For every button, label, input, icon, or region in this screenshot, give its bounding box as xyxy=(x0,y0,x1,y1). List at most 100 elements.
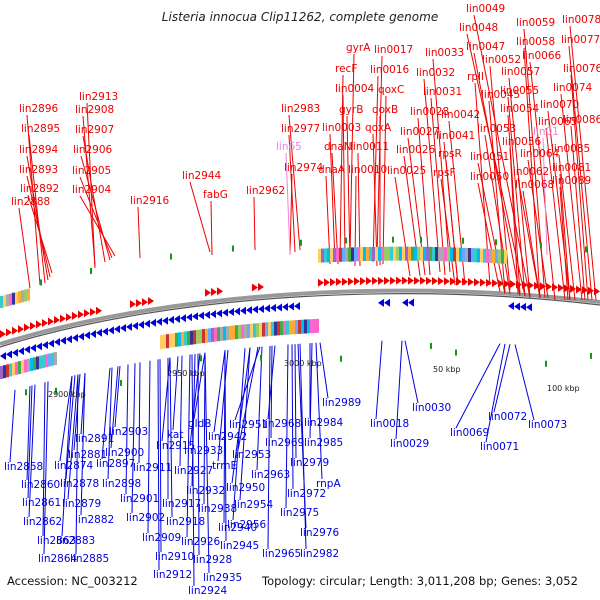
forward-gene-arrow xyxy=(342,277,348,286)
feature-block xyxy=(372,246,375,261)
marker-tick xyxy=(545,360,547,367)
forward-gene-arrow xyxy=(426,276,432,285)
label-leader xyxy=(147,360,151,534)
forward-gene-arrow xyxy=(552,283,558,292)
reverse-gene-arrow xyxy=(288,302,294,311)
feature-block xyxy=(250,323,253,338)
gene-label: lin0069 xyxy=(450,427,489,439)
label-leader xyxy=(137,206,141,259)
gene-label: gyrB xyxy=(339,104,363,116)
gene-label: lin2897 xyxy=(96,458,135,470)
forward-gene-arrow xyxy=(6,328,12,337)
gene-label: lin2974 xyxy=(284,162,324,174)
feature-block xyxy=(423,246,426,261)
label-leader xyxy=(224,350,227,542)
gene-label: lin2874 xyxy=(54,460,94,472)
feature-block xyxy=(45,354,48,368)
gene-label: lin0062 xyxy=(510,166,549,178)
label-leader xyxy=(485,343,506,443)
reverse-gene-arrow xyxy=(252,305,258,314)
gene-label: lin2858 xyxy=(4,461,43,473)
feature-block xyxy=(274,321,277,336)
feature-block xyxy=(220,326,223,341)
reverse-gene-arrow xyxy=(282,302,288,311)
forward-gene-arrow xyxy=(205,288,211,297)
label-leader xyxy=(440,178,456,286)
forward-gene-arrow xyxy=(588,286,594,295)
gene-feature-blocks xyxy=(0,246,507,379)
gene-label: lin2926 xyxy=(181,536,221,548)
feature-block xyxy=(229,325,232,340)
feature-block xyxy=(339,247,342,262)
feature-block xyxy=(217,327,220,342)
label-leader xyxy=(432,58,451,273)
reverse-gene-arrow xyxy=(210,310,216,319)
label-leader xyxy=(477,182,501,293)
forward-gene-arrow xyxy=(396,276,402,285)
reverse-gene-arrow xyxy=(90,329,96,338)
forward-gene-arrow xyxy=(504,279,510,288)
marker-tick xyxy=(200,355,202,362)
gene-label: lin2900 xyxy=(105,447,144,459)
feature-block xyxy=(36,356,39,370)
feature-block xyxy=(262,322,265,337)
label-leader xyxy=(237,346,259,451)
gene-label: lin2888 xyxy=(11,196,50,208)
reverse-gene-arrow xyxy=(12,348,18,357)
label-leader xyxy=(159,359,162,553)
label-leader xyxy=(179,355,183,467)
gene-label: lin0052 xyxy=(482,54,521,66)
feature-block xyxy=(226,326,229,341)
forward-gene-arrow xyxy=(402,276,408,285)
feature-block xyxy=(381,246,384,261)
label-leader xyxy=(514,344,535,421)
label-leader xyxy=(329,133,336,263)
gene-label: fabG xyxy=(203,189,228,201)
label-leader xyxy=(288,114,301,251)
feature-block xyxy=(193,330,196,345)
label-leader xyxy=(213,350,226,433)
forward-gene-arrow xyxy=(217,287,223,296)
label-leader xyxy=(26,114,41,286)
gene-label: lin0051 xyxy=(470,151,509,163)
feature-block xyxy=(208,328,211,343)
reverse-gene-arrow xyxy=(36,342,42,351)
feature-block xyxy=(232,325,235,340)
feature-block xyxy=(24,289,27,302)
label-leader xyxy=(570,74,589,301)
reverse-gene-arrow xyxy=(114,325,120,334)
forward-gene-arrow xyxy=(462,277,468,286)
gene-label: lin2968 xyxy=(262,418,301,430)
gene-label: lin2901 xyxy=(120,493,159,505)
label-leader xyxy=(256,346,263,471)
gene-label: lin2924 xyxy=(188,585,228,597)
reverse-gene-arrow xyxy=(156,317,162,326)
gene-label: lin2938 xyxy=(198,503,237,515)
gene-label: qoxB xyxy=(372,104,398,116)
forward-gene-arrow xyxy=(90,307,96,316)
gene-label: lin2945 xyxy=(220,540,259,552)
label-leader xyxy=(65,375,76,480)
feature-block xyxy=(420,246,423,261)
label-leader xyxy=(473,52,521,297)
gene-label: lin2928 xyxy=(193,554,232,566)
label-leader xyxy=(349,53,355,256)
forward-gene-arrow xyxy=(130,300,136,309)
forward-gene-arrow xyxy=(498,279,504,288)
forward-gene-arrow xyxy=(84,309,90,318)
feature-block xyxy=(363,247,366,262)
gene-label: lin0048 xyxy=(459,22,498,34)
feature-block xyxy=(223,326,226,341)
feature-block xyxy=(199,329,202,344)
gene-label: lin0050 xyxy=(470,171,509,183)
feature-block xyxy=(345,247,348,262)
label-leader xyxy=(319,342,329,399)
feature-block xyxy=(12,362,15,376)
gene-label: lin2881 xyxy=(68,449,107,461)
gene-label: lin0081 xyxy=(552,162,591,174)
gene-label: lin2954 xyxy=(234,499,274,511)
gene-label: gyrA xyxy=(346,42,371,54)
gene-label: lin0025 xyxy=(387,165,426,177)
forward-gene-arrow xyxy=(480,278,486,287)
feature-block xyxy=(289,320,292,335)
